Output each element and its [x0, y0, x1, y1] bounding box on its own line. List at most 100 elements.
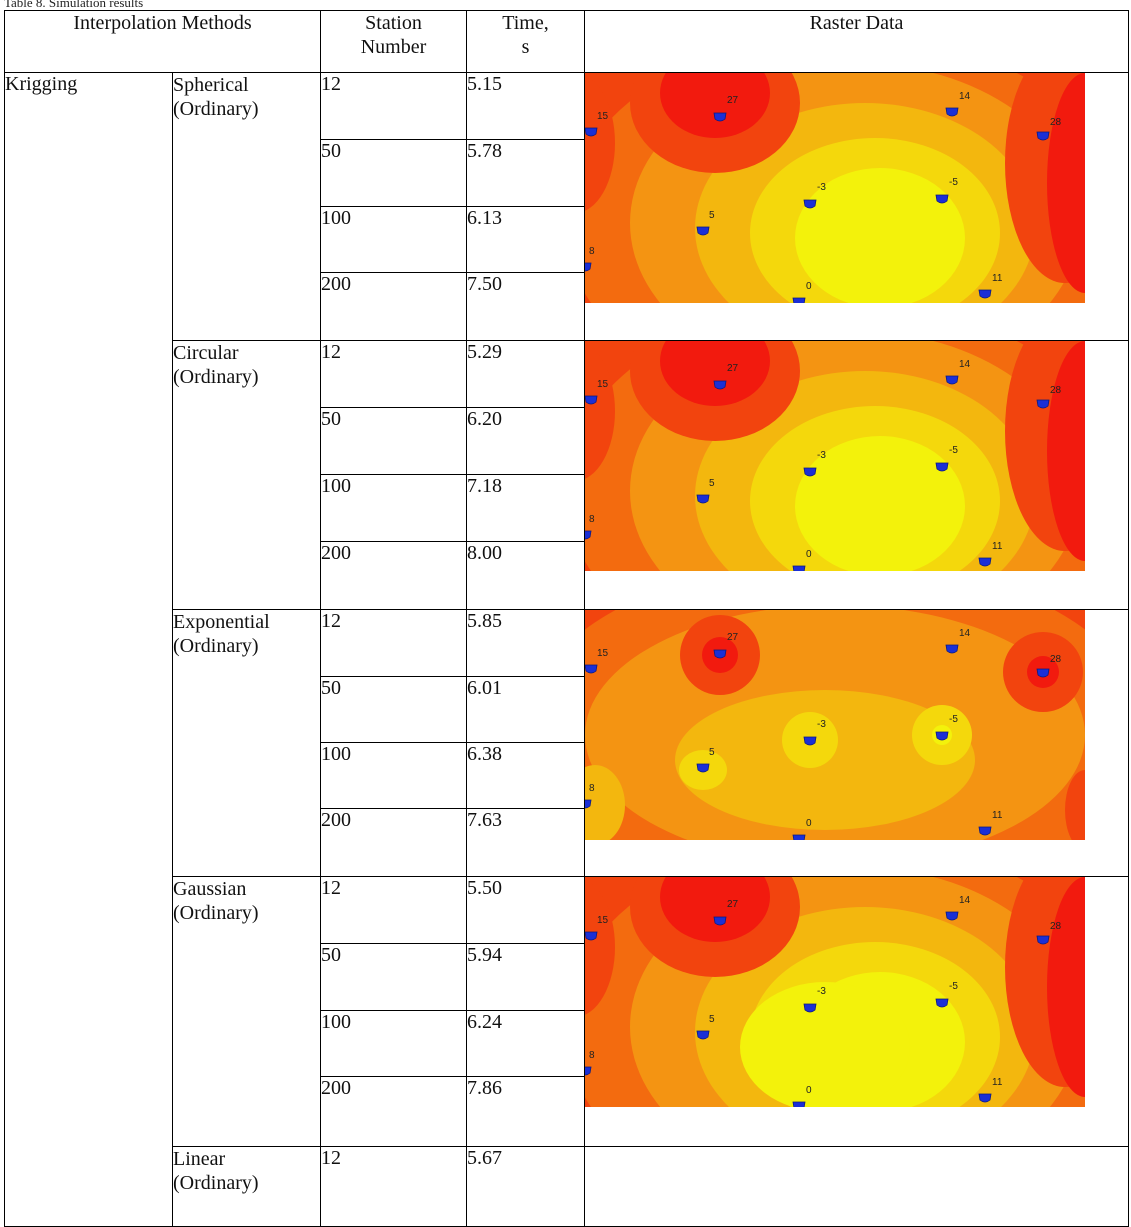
- time-cell: 5.50: [466, 876, 585, 944]
- station-marker: 14: [945, 895, 971, 921]
- station-pin-icon: [1036, 668, 1050, 678]
- station-pin-icon: [803, 1003, 817, 1013]
- station-pin-icon: [713, 916, 727, 926]
- raster-map-gaussian: 15 27 14 28 -3 5 -5 8 0 11: [585, 877, 1128, 1107]
- time-cell: 5.15: [466, 72, 585, 140]
- header-interpolation-methods: Interpolation Methods: [4, 10, 321, 73]
- time-cell: 6.13: [466, 206, 585, 273]
- raster-cell-exponential: 15 27 14 28 -3 5 -5 8 0 11: [584, 609, 1129, 877]
- station-pin-icon: [978, 557, 992, 567]
- raster-cell-spherical: 15 27 14 28 -3 5 -5 8 0 11: [584, 72, 1129, 341]
- contour-band: [585, 75, 615, 211]
- contour-band: [660, 73, 770, 138]
- variant-name: Linear: [173, 1148, 226, 1170]
- station-pin-icon: [935, 194, 949, 204]
- table-row: 50 5.78: [5, 139, 1129, 207]
- contour-band: [585, 765, 625, 840]
- contour-band: [585, 343, 615, 479]
- station-marker: -3: [803, 719, 826, 746]
- variant-type: (Ordinary): [173, 635, 259, 657]
- station-pin-icon: [585, 799, 592, 809]
- time-cell: 5.78: [466, 139, 585, 207]
- station-marker: 28: [1036, 921, 1062, 945]
- station-markers: 15 27 14 28 -3 5 -5 8 0 11: [585, 628, 1062, 840]
- station-label: 28: [1050, 921, 1062, 932]
- station-marker: 11: [978, 273, 1003, 299]
- station-marker: -3: [803, 450, 826, 477]
- time-cell: 6.20: [466, 407, 585, 475]
- station-marker: 0: [792, 818, 812, 840]
- station-label: 27: [727, 632, 739, 643]
- station-number-cell: 12: [320, 1146, 467, 1227]
- table-row: 50 6.01: [5, 676, 1129, 743]
- time-cell: 6.38: [466, 742, 585, 809]
- station-number-cell: 12: [320, 609, 467, 677]
- contour-layers: [585, 341, 1085, 571]
- station-label: 11: [992, 810, 1003, 821]
- header-station-number: Station Number: [320, 10, 467, 73]
- station-marker: -5: [935, 177, 958, 204]
- station-label: 14: [959, 359, 971, 370]
- station-label: 5: [709, 747, 715, 758]
- time-cell: 7.50: [466, 272, 585, 341]
- station-label: 8: [589, 514, 595, 525]
- station-pin-icon: [978, 1093, 992, 1103]
- station-marker: 11: [978, 810, 1003, 836]
- station-pin-icon: [945, 107, 959, 117]
- station-number-cell: 50: [320, 676, 467, 743]
- contour-band: [795, 168, 965, 303]
- station-pin-icon: [713, 380, 727, 390]
- table-row: 200 7.86: [5, 1076, 1129, 1147]
- station-label: -3: [817, 450, 826, 461]
- station-marker: 8: [585, 246, 595, 272]
- contour-band: [740, 982, 910, 1107]
- station-number-cell: 50: [320, 943, 467, 1011]
- time-cell: 8.00: [466, 541, 585, 610]
- station-label: 11: [992, 1077, 1003, 1088]
- variant-cell-linear: Linear (Ordinary): [172, 1146, 321, 1227]
- station-markers: 15 27 14 28 -3 5 -5 8 0 11: [585, 91, 1062, 303]
- station-pin-icon: [792, 565, 806, 571]
- raster-map-circular: 15 27 14 28 -3 5 -5 8 0 11: [585, 341, 1128, 571]
- station-label: 8: [589, 246, 595, 257]
- time-cell: 5.85: [466, 609, 585, 677]
- station-marker: 15: [585, 111, 609, 137]
- table-row: Exponential (Ordinary) 12 5.85 15 27 14 28 -…: [5, 609, 1129, 877]
- simulation-results-table: Interpolation Methods Station Number Tim…: [4, 10, 1129, 1227]
- variant-name: Exponential: [173, 611, 270, 633]
- station-pin-icon: [713, 649, 727, 659]
- variant-cell-gaussian: Gaussian (Ordinary): [172, 876, 321, 1147]
- station-pin-icon: [1036, 131, 1050, 141]
- station-label: 28: [1050, 385, 1062, 396]
- station-markers: 15 27 14 28 -3 5 -5 8 0 11: [585, 895, 1062, 1107]
- table-row: 200 7.50: [5, 272, 1129, 341]
- variant-name: Gaussian: [173, 878, 247, 900]
- station-pin-icon: [585, 395, 598, 405]
- station-marker: 5: [696, 210, 715, 236]
- station-pin-icon: [713, 112, 727, 122]
- variant-cell-circular: Circular (Ordinary): [172, 340, 321, 610]
- station-pin-icon: [803, 736, 817, 746]
- station-label: 15: [597, 379, 609, 390]
- station-label: 15: [597, 111, 609, 122]
- station-marker: 5: [696, 747, 715, 773]
- station-marker: 14: [945, 628, 971, 654]
- station-label: 15: [597, 648, 609, 659]
- station-marker: 27: [713, 899, 739, 926]
- station-marker: 11: [978, 1077, 1003, 1103]
- header-row: Interpolation Methods Station Number Tim…: [4, 10, 1129, 73]
- station-label: 11: [992, 541, 1003, 552]
- station-pin-icon: [978, 289, 992, 299]
- station-label: -3: [817, 719, 826, 730]
- station-pin-icon: [585, 262, 592, 272]
- station-pin-icon: [792, 297, 806, 303]
- station-number-cell: 12: [320, 72, 467, 140]
- header-time-line1: Time,: [502, 12, 549, 34]
- raster-map-exponential: 15 27 14 28 -3 5 -5 8 0 11: [585, 610, 1128, 840]
- station-pin-icon: [935, 731, 949, 741]
- station-pin-icon: [803, 199, 817, 209]
- station-label: 0: [806, 281, 812, 292]
- method-cell: Krigging: [4, 72, 173, 1227]
- station-label: 27: [727, 899, 739, 910]
- station-pin-icon: [585, 931, 598, 941]
